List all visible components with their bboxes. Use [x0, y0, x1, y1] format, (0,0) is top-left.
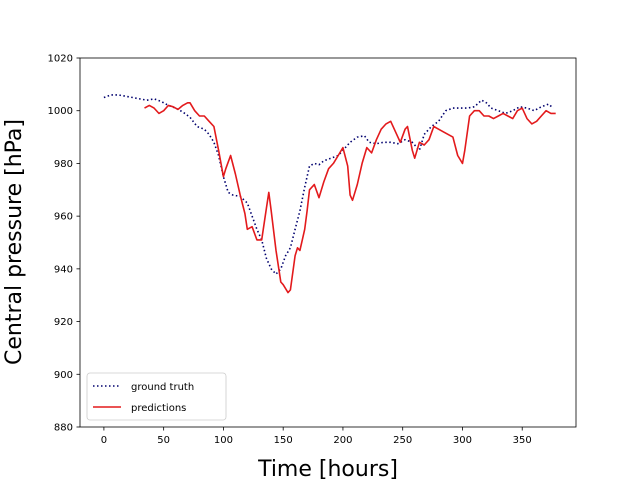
- y-tick-label: 960: [54, 212, 73, 223]
- x-axis-label: Time [hours]: [257, 457, 398, 480]
- legend-label: ground truth: [131, 382, 194, 393]
- x-tick-label: 350: [513, 435, 532, 446]
- legend-label: predictions: [131, 403, 186, 414]
- y-tick-label: 920: [54, 317, 73, 328]
- x-tick-label: 0: [101, 435, 107, 446]
- plot-area: [103, 94, 556, 294]
- x-tick-label: 100: [214, 435, 233, 446]
- y-tick-label: 900: [54, 370, 73, 381]
- y-tick-label: 940: [54, 264, 73, 275]
- legend: ground truth predictions: [86, 372, 227, 421]
- legend-box: [86, 372, 227, 421]
- x-tick-label: 50: [157, 435, 170, 446]
- y-axis-label: Central pressure [hPa]: [2, 119, 27, 365]
- x-tick-label: 250: [393, 435, 412, 446]
- y-tick-label: 980: [54, 159, 73, 170]
- axes-frame: [79, 57, 577, 428]
- y-tick-label: 1000: [48, 106, 73, 117]
- y-tick-label: 880: [54, 423, 73, 434]
- x-tick-label: 150: [274, 435, 293, 446]
- x-tick-label: 200: [333, 435, 352, 446]
- y-tick-label: 1020: [48, 54, 73, 65]
- series-line-predictions: [144, 102, 556, 294]
- axes: 0 50 100 150 200 250 300 350 880 900 920 940 960 980 1…: [48, 54, 577, 446]
- x-tick-label: 300: [453, 435, 472, 446]
